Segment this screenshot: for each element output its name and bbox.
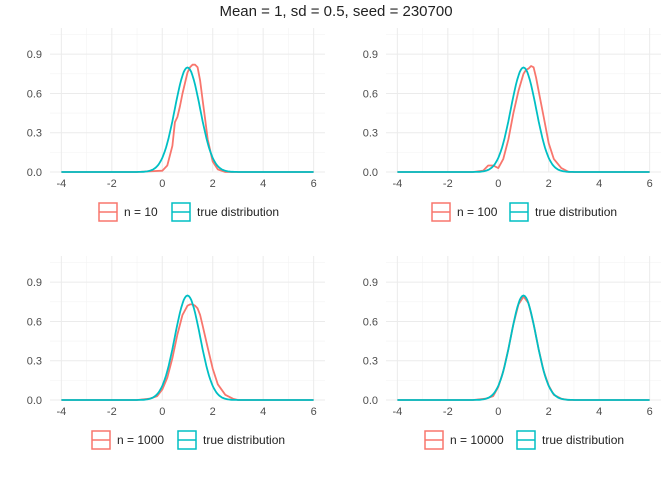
true-distribution-line: [61, 66, 314, 173]
y-tick-label: 0.0: [363, 167, 378, 179]
legend-label: true distribution: [542, 433, 624, 447]
x-tick-label: -4: [392, 406, 402, 418]
y-tick-label: 0.6: [27, 316, 42, 328]
y-tick-label: 0.0: [27, 167, 42, 179]
x-tick-label: 4: [596, 406, 602, 418]
y-tick-label: 0.3: [363, 356, 378, 368]
x-tick-label: 6: [647, 178, 653, 190]
y-tick-label: 0.6: [363, 316, 378, 328]
x-tick-label: 4: [260, 406, 266, 418]
x-tick-label: 4: [260, 178, 266, 190]
figure-title: Mean = 1, sd = 0.5, seed = 230700: [219, 3, 453, 20]
x-tick-label: -4: [56, 406, 66, 418]
x-tick-label: -2: [443, 178, 453, 190]
true-distribution-line: [61, 294, 314, 401]
x-tick-label: 2: [546, 178, 552, 190]
x-tick-label: 6: [647, 406, 653, 418]
y-tick-label: 0.3: [27, 128, 42, 140]
x-tick-label: 0: [159, 406, 165, 418]
y-tick-label: 0.3: [363, 128, 378, 140]
legend-label: n = 1000: [117, 433, 164, 447]
y-tick-label: 0.9: [27, 277, 42, 289]
y-tick-label: 0.6: [27, 88, 42, 100]
y-tick-label: 0.9: [363, 277, 378, 289]
x-tick-label: -4: [392, 178, 402, 190]
x-tick-label: 2: [210, 406, 216, 418]
legend-label: n = 10000: [450, 433, 504, 447]
legend-label: n = 100: [457, 205, 498, 219]
x-tick-label: 2: [546, 406, 552, 418]
true-distribution-line: [397, 66, 650, 173]
y-tick-label: 0.6: [363, 88, 378, 100]
x-tick-label: 6: [311, 178, 317, 190]
x-tick-label: 0: [495, 406, 501, 418]
x-tick-label: 0: [495, 178, 501, 190]
true-distribution-line: [397, 294, 650, 401]
y-tick-label: 0.3: [27, 356, 42, 368]
legend-label: true distribution: [535, 205, 617, 219]
x-tick-label: -2: [443, 406, 453, 418]
legend-label: true distribution: [197, 205, 279, 219]
legend-label: true distribution: [203, 433, 285, 447]
x-tick-label: 0: [159, 178, 165, 190]
x-tick-label: 2: [210, 178, 216, 190]
x-tick-label: 4: [596, 178, 602, 190]
x-tick-label: 6: [311, 406, 317, 418]
y-tick-label: 0.9: [363, 49, 378, 61]
x-tick-label: -2: [107, 406, 117, 418]
y-tick-label: 0.0: [27, 395, 42, 407]
x-tick-label: -2: [107, 178, 117, 190]
y-tick-label: 0.9: [27, 49, 42, 61]
x-tick-label: -4: [56, 178, 66, 190]
y-tick-label: 0.0: [363, 395, 378, 407]
legend-label: n = 10: [124, 205, 158, 219]
